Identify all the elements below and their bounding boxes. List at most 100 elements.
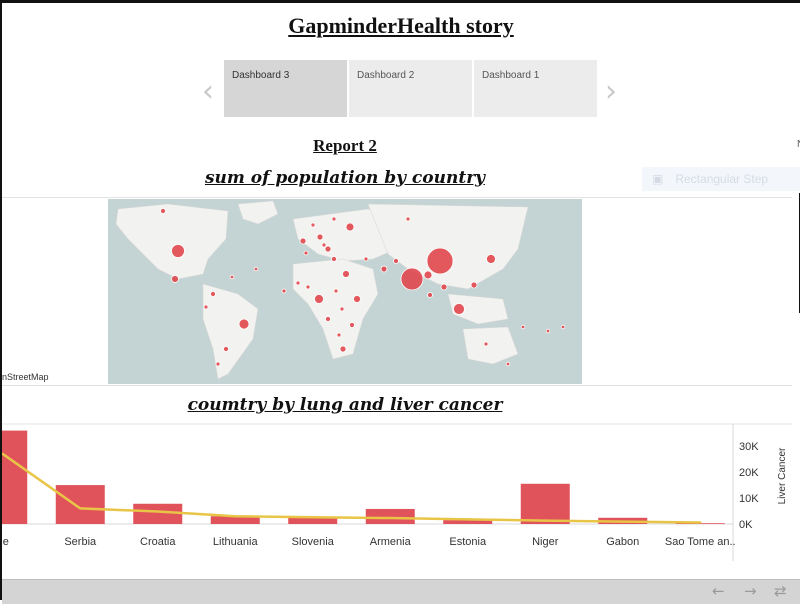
bubble-canada bbox=[160, 208, 166, 214]
bubble-ethiopia bbox=[353, 295, 361, 303]
chevron-left-icon[interactable]: ‹ bbox=[202, 74, 214, 109]
y-tick-label: 0K bbox=[739, 519, 753, 531]
map-selection-button[interactable]: ▣ Rectangular Step bbox=[642, 167, 800, 191]
x-tick-label: Serbia bbox=[64, 536, 97, 548]
map-bubbles bbox=[160, 208, 566, 367]
story-title: GapminderHealth story bbox=[288, 13, 514, 38]
tab-label: Dashboard 2 bbox=[357, 70, 415, 81]
bubble-pakistan bbox=[380, 265, 388, 273]
north-america-land bbox=[115, 203, 229, 280]
bubble-india bbox=[400, 267, 424, 291]
chart-bar[interactable] bbox=[443, 520, 493, 524]
chart-bar[interactable] bbox=[210, 516, 260, 524]
chart-bar[interactable] bbox=[520, 483, 570, 524]
x-tick-label: Estonia bbox=[449, 536, 487, 548]
chevron-right-icon[interactable]: › bbox=[605, 74, 617, 109]
bubble-chile bbox=[215, 361, 221, 367]
sheet-divider bbox=[2, 385, 792, 386]
bubble-egypt bbox=[342, 270, 350, 278]
line-point bbox=[1, 452, 4, 456]
chart-bar[interactable] bbox=[0, 430, 28, 524]
bottom-toolbar: ← → ⇄ bbox=[2, 579, 800, 604]
tab-label: Dashboard 1 bbox=[482, 70, 540, 81]
bubble-tanzania bbox=[349, 322, 355, 328]
sheet-divider bbox=[2, 197, 792, 198]
arrow-back-icon[interactable]: ← bbox=[712, 582, 725, 600]
bubble-vanuatu bbox=[560, 324, 566, 330]
population-map[interactable] bbox=[108, 199, 582, 384]
y-axis-label: Liver Cancer bbox=[777, 447, 788, 504]
bubble-iraq bbox=[363, 256, 369, 262]
bubble-congo bbox=[325, 316, 331, 322]
revert-icon[interactable]: ⇄ bbox=[774, 582, 787, 600]
bubble-china bbox=[426, 247, 454, 275]
bubble-usa bbox=[171, 244, 185, 258]
selection-icon: ▣ bbox=[652, 172, 664, 186]
bubble-niger-map bbox=[305, 284, 311, 290]
bubble-germany bbox=[316, 233, 324, 241]
line-point bbox=[156, 510, 159, 513]
right-edge-label: N bbox=[797, 139, 800, 150]
bubble-senegal bbox=[281, 288, 287, 294]
line-point bbox=[544, 519, 547, 522]
bubble-indonesia bbox=[453, 303, 465, 315]
cancer-chart[interactable]: ne Serbia Croatia Lithuania Slovenia Armenia E… bbox=[0, 423, 800, 563]
map-credit: nStreetMap bbox=[2, 372, 49, 382]
line-point bbox=[621, 520, 624, 523]
chart-title: coumtry by lung and liver cancer bbox=[187, 395, 503, 415]
y-tick-label: 30K bbox=[739, 441, 759, 453]
line-point bbox=[234, 515, 237, 518]
bubble-cuba bbox=[229, 274, 235, 280]
chart-line bbox=[2, 452, 701, 524]
bubble-poland bbox=[331, 216, 337, 222]
bubble-france bbox=[310, 222, 316, 228]
bubble-uganda bbox=[339, 306, 345, 312]
line-point bbox=[311, 516, 314, 519]
bubble-thailand bbox=[427, 292, 433, 298]
x-tick-label: Croatia bbox=[140, 536, 176, 548]
greenland-land bbox=[237, 200, 279, 225]
bubble-png bbox=[520, 324, 526, 330]
chart-bar[interactable] bbox=[55, 485, 105, 524]
bubble-philippines bbox=[470, 281, 478, 289]
x-tick-label: Niger bbox=[532, 536, 559, 548]
chart-bar[interactable] bbox=[365, 508, 415, 524]
bubble-australia bbox=[483, 341, 489, 347]
chart-bar[interactable] bbox=[288, 516, 338, 524]
x-tick-label: Slovenia bbox=[292, 536, 335, 548]
bubble-colombia bbox=[210, 291, 216, 297]
y-tick-label: 20K bbox=[739, 467, 759, 479]
bubble-balkans bbox=[321, 242, 327, 248]
australia-land bbox=[462, 326, 519, 365]
map-selection-label: Rectangular Step bbox=[675, 172, 769, 186]
x-tick-label: Armenia bbox=[370, 536, 412, 548]
bubble-mexico bbox=[171, 275, 179, 283]
chart-bar[interactable] bbox=[133, 503, 183, 524]
bubble-argentina bbox=[223, 346, 229, 352]
x-tick-label: Lithuania bbox=[213, 536, 259, 548]
tab-label: Dashboard 3 bbox=[232, 70, 290, 81]
bubble-russia-east bbox=[405, 216, 411, 222]
line-point bbox=[699, 521, 702, 524]
bubble-south-africa bbox=[339, 345, 347, 353]
tab-dashboard-1[interactable]: Dashboard 1 bbox=[474, 60, 597, 117]
africa-land bbox=[292, 258, 379, 360]
bubble-turkey bbox=[331, 256, 337, 262]
y-tick-label: 10K bbox=[739, 493, 759, 505]
report-title: Report 2 bbox=[313, 136, 377, 155]
arrow-forward-icon[interactable]: → bbox=[744, 582, 757, 600]
bubble-bangladesh bbox=[423, 270, 433, 280]
tab-dashboard-3[interactable]: Dashboard 3 bbox=[224, 60, 347, 117]
bubble-japan bbox=[486, 254, 496, 264]
bubble-chad bbox=[333, 288, 339, 294]
map-land bbox=[115, 200, 529, 380]
line-point bbox=[79, 507, 82, 510]
chart-svg: ne Serbia Croatia Lithuania Slovenia Armenia E… bbox=[0, 423, 792, 561]
line-point bbox=[466, 518, 469, 521]
bubble-mali bbox=[295, 280, 301, 286]
bubble-nigeria bbox=[314, 294, 324, 304]
bubble-brazil bbox=[238, 318, 250, 330]
bubble-vietnam bbox=[440, 283, 448, 291]
x-tick-label: Gabon bbox=[606, 536, 639, 548]
tab-dashboard-2[interactable]: Dashboard 2 bbox=[349, 60, 472, 117]
